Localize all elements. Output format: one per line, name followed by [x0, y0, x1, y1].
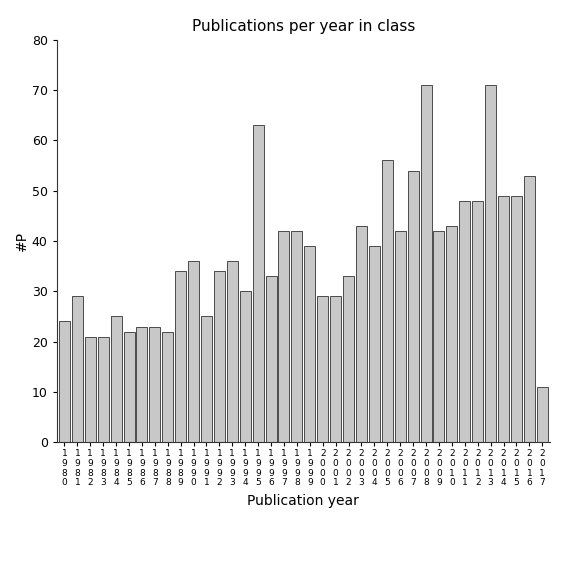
- Bar: [124, 332, 134, 442]
- Bar: [175, 271, 186, 442]
- Bar: [85, 337, 96, 442]
- Bar: [291, 231, 302, 442]
- Bar: [240, 291, 251, 442]
- Bar: [111, 316, 121, 442]
- Bar: [59, 321, 70, 442]
- Bar: [498, 196, 509, 442]
- Bar: [421, 85, 431, 442]
- Bar: [485, 85, 496, 442]
- Bar: [472, 201, 483, 442]
- Bar: [408, 171, 418, 442]
- Bar: [72, 297, 83, 442]
- Bar: [253, 125, 264, 442]
- Bar: [317, 297, 328, 442]
- Y-axis label: #P: #P: [15, 231, 29, 251]
- Bar: [395, 231, 405, 442]
- Bar: [459, 201, 470, 442]
- Bar: [537, 387, 548, 442]
- Bar: [446, 226, 458, 442]
- Title: Publications per year in class: Publications per year in class: [192, 19, 415, 35]
- Bar: [214, 271, 225, 442]
- Bar: [511, 196, 522, 442]
- Bar: [265, 276, 277, 442]
- Bar: [162, 332, 174, 442]
- Bar: [201, 316, 212, 442]
- Bar: [149, 327, 160, 442]
- Bar: [98, 337, 109, 442]
- Bar: [278, 231, 290, 442]
- Bar: [382, 160, 393, 442]
- X-axis label: Publication year: Publication year: [247, 494, 359, 508]
- Bar: [524, 176, 535, 442]
- Bar: [369, 246, 380, 442]
- Bar: [356, 226, 367, 442]
- Bar: [137, 327, 147, 442]
- Bar: [330, 297, 341, 442]
- Bar: [433, 231, 445, 442]
- Bar: [343, 276, 354, 442]
- Bar: [227, 261, 238, 442]
- Bar: [188, 261, 199, 442]
- Bar: [304, 246, 315, 442]
